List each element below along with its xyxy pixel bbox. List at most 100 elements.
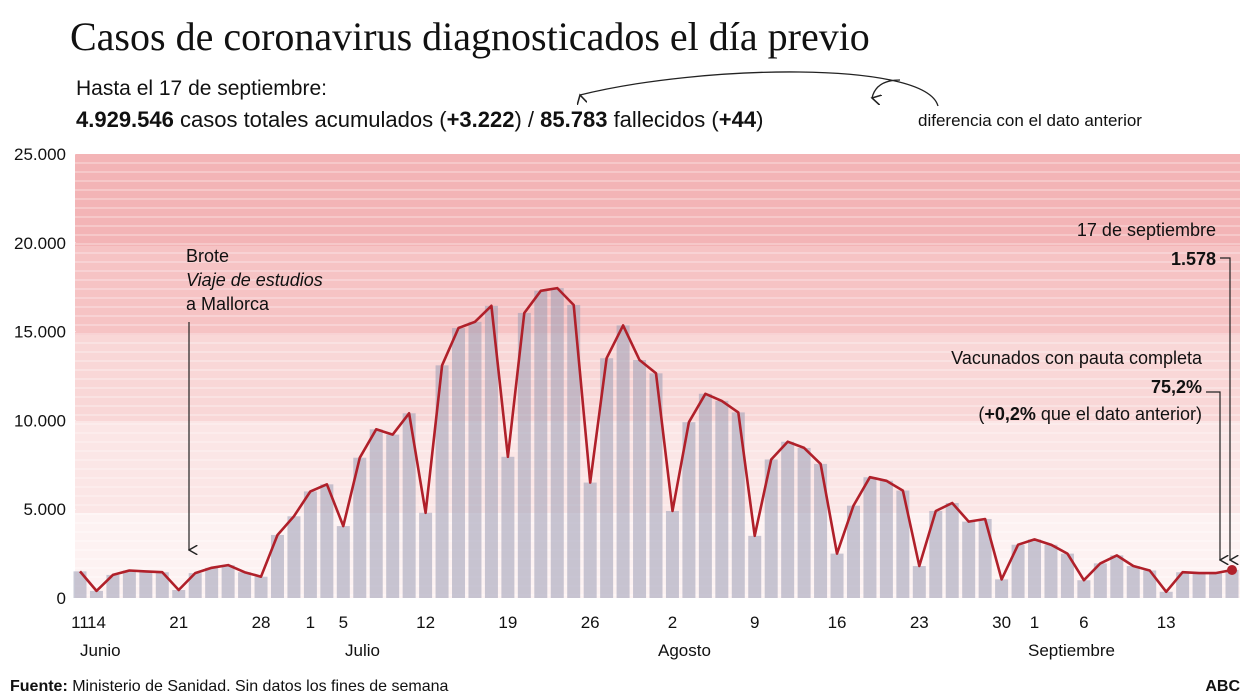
outbreak-note: a Mallorca (186, 294, 270, 314)
bar (567, 304, 581, 598)
vacc-part: que el dato anterior) (1036, 404, 1202, 424)
bar (682, 422, 696, 598)
bar (1225, 569, 1239, 598)
x-tick-label: 1 (1030, 613, 1039, 632)
y-tick-label: 15.000 (14, 323, 66, 342)
x-tick-label: 21 (169, 613, 188, 632)
bar (353, 457, 367, 598)
y-tick-label: 25.000 (14, 145, 66, 164)
bar (896, 490, 910, 598)
bar (122, 570, 136, 598)
bar (320, 484, 334, 598)
bar (649, 373, 663, 598)
last-date: 17 de septiembre (1077, 220, 1216, 240)
bar (830, 553, 844, 598)
bar (1011, 544, 1025, 598)
bar (386, 434, 400, 598)
bar (1126, 566, 1140, 598)
x-tick-label: 23 (910, 613, 929, 632)
bar (1209, 573, 1223, 598)
vacc-value: 75,2% (1151, 377, 1202, 397)
bar (155, 572, 169, 598)
bar (665, 510, 679, 598)
bar (616, 325, 630, 598)
source-part: Ministerio de Sanidad. Sin datos los fin… (68, 678, 449, 695)
bar (1060, 553, 1074, 598)
line (79, 286, 1233, 594)
bar (435, 365, 449, 598)
bar (452, 328, 466, 598)
bar (484, 305, 498, 598)
bar (139, 571, 153, 598)
bar (517, 312, 531, 598)
bar (600, 358, 614, 598)
bar (863, 477, 877, 598)
bar (369, 429, 383, 598)
vacc-title: Vacunados con pauta completa (951, 348, 1203, 368)
bar (238, 572, 252, 598)
month-label: Junio (80, 641, 121, 660)
outbreak-note: Brote (186, 246, 229, 266)
bar (287, 516, 301, 598)
diff-note: diferencia con el dato anterior (918, 111, 1142, 130)
bar (781, 441, 795, 598)
bar (1143, 570, 1157, 598)
y-tick-label: 0 (57, 589, 66, 608)
subtitle: Hasta el 17 de septiembre: (76, 77, 327, 100)
x-tick-label: 1 (306, 613, 315, 632)
summary-part: ) (756, 107, 763, 132)
bar (698, 393, 712, 598)
last-value-label: 1.578 (1171, 249, 1216, 269)
brand: ABC (1205, 678, 1240, 695)
summary: 4.929.546 casos totales acumulados (+3.2… (76, 107, 763, 132)
x-tick-label: 9 (750, 613, 759, 632)
bar (303, 491, 317, 598)
bar (879, 480, 893, 598)
bar (172, 590, 186, 598)
month-label: Agosto (658, 641, 711, 660)
x-tick-label: 14 (87, 613, 106, 632)
summary-part: fallecidos ( (607, 107, 719, 132)
bar (270, 534, 284, 598)
bar (731, 412, 745, 598)
source: Fuente: Ministerio de Sanidad. Sin datos… (10, 678, 449, 695)
bar (1044, 544, 1058, 598)
bar (89, 590, 103, 598)
last-point (1227, 564, 1237, 575)
x-tick-label: 5 (339, 613, 348, 632)
x-tick-label: 13 (1157, 613, 1176, 632)
bar (550, 288, 564, 598)
bar (912, 566, 926, 598)
summary-part: casos totales acumulados ( (174, 107, 447, 132)
x-tick-label: 26 (581, 613, 600, 632)
bar (73, 571, 87, 598)
bar (534, 290, 548, 598)
bar (633, 360, 647, 598)
month-label: Septiembre (1028, 641, 1115, 660)
y-tick-label: 5.000 (23, 500, 66, 519)
diff-arrow (580, 71, 939, 107)
bar (106, 574, 120, 598)
bar (995, 579, 1009, 598)
x-tick-label: 30 (992, 613, 1011, 632)
source-part: Fuente: (10, 678, 68, 695)
x-tick-label: 16 (828, 613, 847, 632)
bar (205, 567, 219, 598)
bar (583, 482, 597, 598)
x-tick-label: 12 (416, 613, 435, 632)
bar (188, 573, 202, 598)
bar (501, 456, 515, 598)
bar (764, 459, 778, 598)
bar (978, 518, 992, 598)
vacc-change: (+0,2% que el dato anterior) (978, 404, 1202, 424)
bar (715, 400, 729, 598)
summary-part: +44 (719, 107, 757, 132)
bar (1159, 591, 1173, 598)
x-tick-label: 11 (71, 613, 89, 632)
bar (1077, 580, 1091, 598)
x-tick-label: 28 (252, 613, 271, 632)
bar (336, 526, 350, 598)
summary-part: ) / (514, 107, 540, 132)
month-label: Julio (345, 641, 380, 660)
